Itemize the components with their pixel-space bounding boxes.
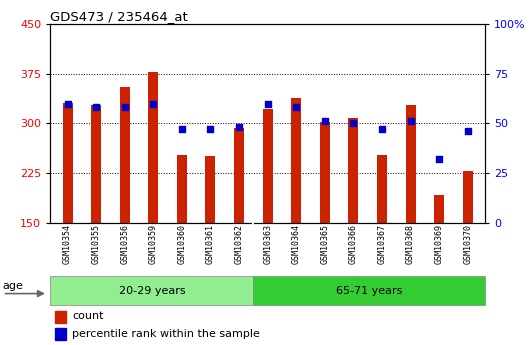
Bar: [50, 276, 253, 305]
Point: [63, 101, 72, 106]
Text: GSM10361: GSM10361: [206, 224, 215, 264]
Text: GSM10368: GSM10368: [406, 224, 415, 264]
Bar: [177, 155, 187, 223]
Point: [321, 119, 329, 124]
Text: GSM10355: GSM10355: [92, 224, 101, 264]
Bar: [405, 105, 416, 223]
Text: GSM10369: GSM10369: [435, 224, 444, 264]
Point: [407, 119, 415, 124]
Bar: [91, 105, 101, 223]
Point: [378, 127, 386, 132]
Bar: [148, 72, 158, 223]
Text: GSM10365: GSM10365: [320, 224, 329, 264]
Text: GSM10367: GSM10367: [377, 224, 386, 264]
Point: [206, 127, 215, 132]
Text: percentile rank within the sample: percentile rank within the sample: [72, 329, 260, 338]
Text: age: age: [3, 281, 23, 291]
Bar: [63, 104, 73, 223]
Text: GSM10354: GSM10354: [63, 224, 72, 264]
Point: [120, 105, 129, 110]
Point: [349, 120, 358, 126]
Point: [178, 127, 186, 132]
Text: GSM10356: GSM10356: [120, 224, 129, 264]
Text: GDS473 / 235464_at: GDS473 / 235464_at: [50, 10, 188, 23]
Bar: [377, 155, 387, 223]
Point: [235, 125, 243, 130]
Text: GSM10360: GSM10360: [178, 224, 187, 264]
Bar: [206, 156, 216, 223]
Point: [292, 105, 301, 110]
Point: [149, 101, 157, 106]
Bar: [253, 276, 485, 305]
Bar: [292, 98, 301, 223]
Bar: [463, 171, 473, 223]
Text: count: count: [72, 312, 103, 321]
Point: [464, 128, 472, 134]
Text: 65-71 years: 65-71 years: [336, 286, 402, 296]
Text: 20-29 years: 20-29 years: [119, 286, 185, 296]
Bar: [55, 310, 66, 323]
Text: GSM10370: GSM10370: [463, 224, 472, 264]
Text: GSM10359: GSM10359: [149, 224, 158, 264]
Bar: [434, 195, 444, 223]
Text: GSM10362: GSM10362: [235, 224, 244, 264]
Bar: [120, 87, 130, 223]
Bar: [263, 109, 272, 223]
Point: [263, 101, 272, 106]
Bar: [348, 118, 358, 223]
Text: GSM10364: GSM10364: [292, 224, 301, 264]
Point: [435, 156, 444, 162]
Text: GSM10363: GSM10363: [263, 224, 272, 264]
Text: GSM10366: GSM10366: [349, 224, 358, 264]
Point: [92, 105, 100, 110]
Bar: [234, 128, 244, 223]
Bar: [320, 122, 330, 223]
Bar: [55, 328, 66, 340]
